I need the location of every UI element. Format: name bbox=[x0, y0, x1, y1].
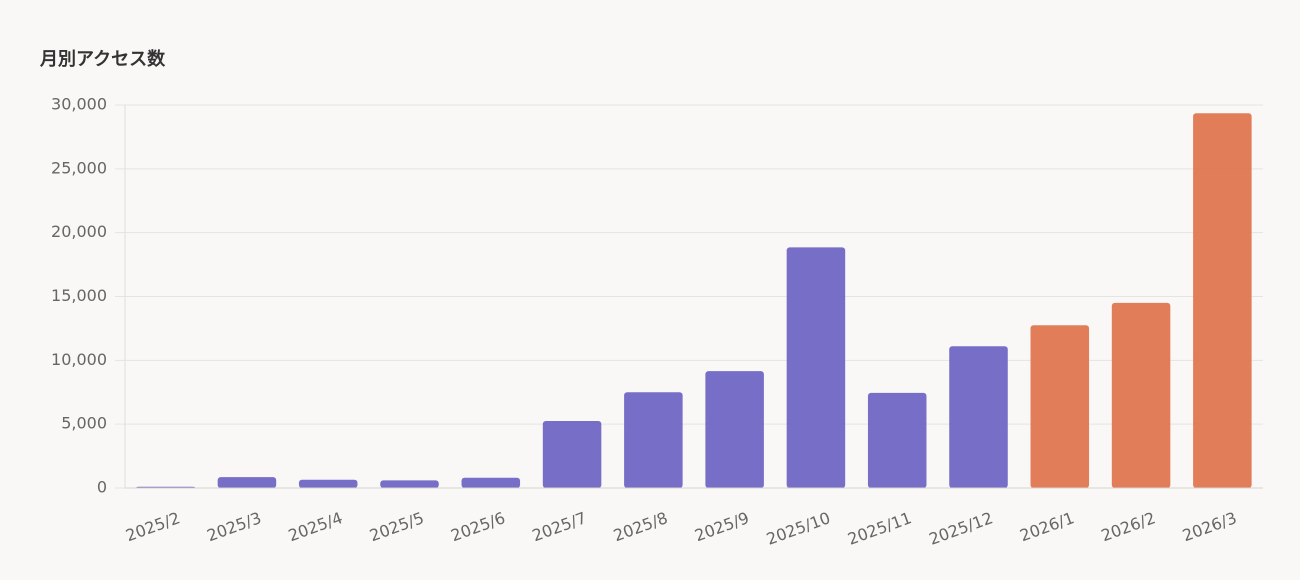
bar bbox=[380, 480, 439, 488]
y-tick-label: 30,000 bbox=[51, 95, 107, 114]
bar bbox=[1030, 325, 1090, 488]
bar bbox=[461, 477, 521, 488]
chart-title: 月別アクセス数 bbox=[39, 48, 166, 70]
y-tick-label: 0 bbox=[97, 478, 107, 497]
bar bbox=[624, 392, 683, 488]
y-tick-label: 5,000 bbox=[61, 414, 107, 433]
bar bbox=[1111, 302, 1171, 488]
bar bbox=[1193, 113, 1252, 488]
bar bbox=[298, 479, 358, 488]
bar bbox=[867, 392, 927, 488]
y-tick-label: 10,000 bbox=[51, 350, 107, 369]
y-tick-label: 15,000 bbox=[51, 286, 107, 305]
bar bbox=[217, 477, 277, 488]
bar bbox=[705, 371, 764, 488]
bar bbox=[542, 420, 602, 488]
y-tick-label: 25,000 bbox=[51, 158, 107, 177]
bar bbox=[786, 247, 846, 488]
y-tick-label: 20,000 bbox=[51, 222, 107, 241]
bar bbox=[949, 346, 1008, 488]
